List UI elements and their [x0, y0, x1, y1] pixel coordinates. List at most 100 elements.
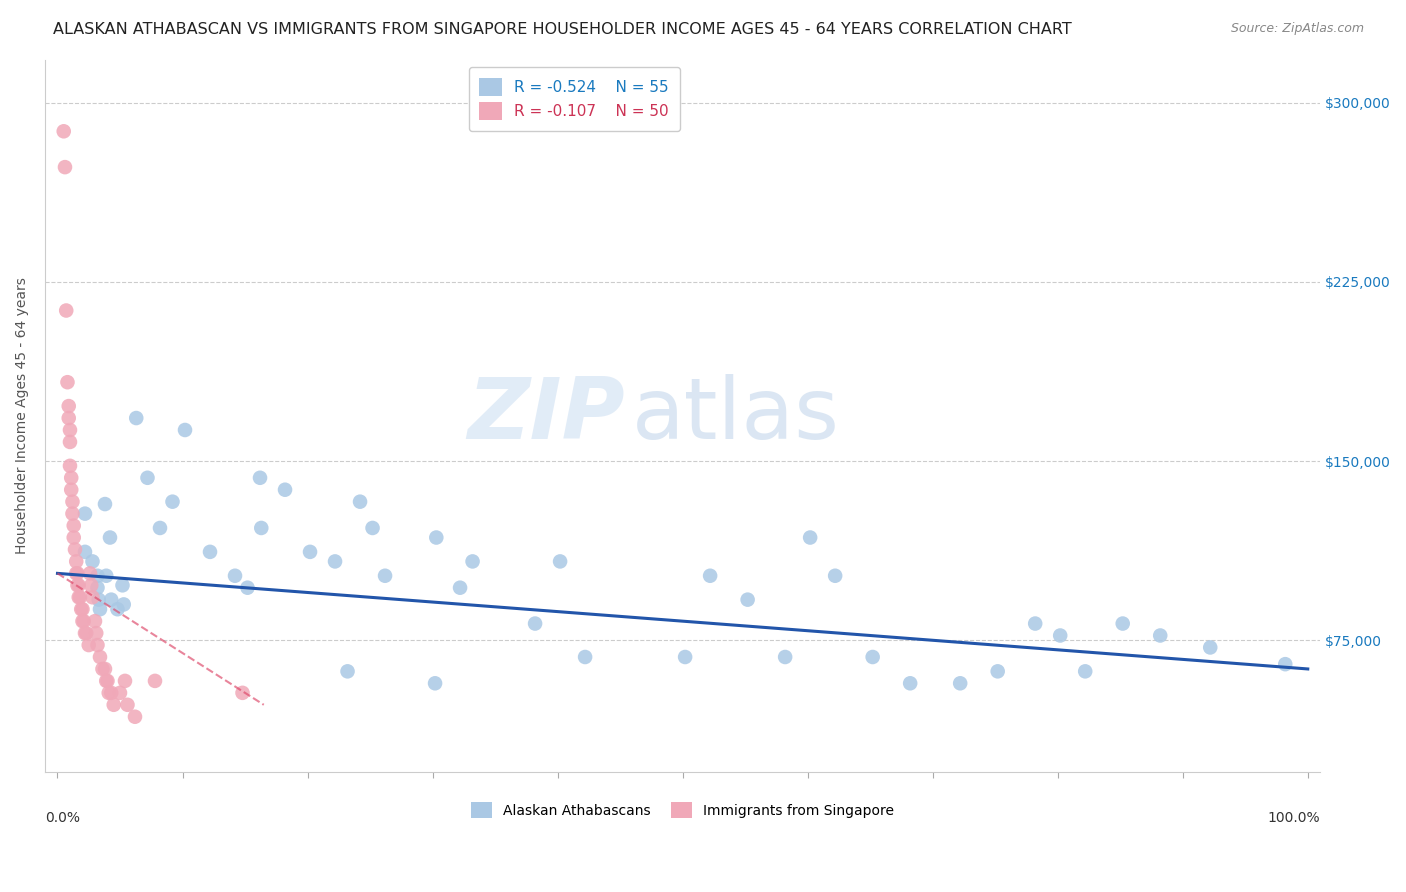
- Text: atlas: atlas: [631, 374, 839, 458]
- Point: [84, 614, 107, 628]
- Point: [80, 578, 103, 592]
- Point: [86, 581, 108, 595]
- Point: [86, 568, 108, 582]
- Point: [96, 568, 118, 582]
- Point: [349, 494, 371, 508]
- Point: [55, 303, 77, 318]
- Point: [72, 602, 94, 616]
- Point: [100, 592, 122, 607]
- Point: [62, 518, 84, 533]
- Point: [62, 507, 84, 521]
- Point: [91, 662, 114, 676]
- Point: [361, 521, 384, 535]
- Point: [236, 581, 259, 595]
- Point: [125, 411, 148, 425]
- Point: [1149, 628, 1171, 642]
- Text: 0.0%: 0.0%: [45, 811, 80, 825]
- Legend: Alaskan Athabascans, Immigrants from Singapore: Alaskan Athabascans, Immigrants from Sin…: [464, 796, 901, 825]
- Text: ALASKAN ATHABASCAN VS IMMIGRANTS FROM SINGAPORE HOUSEHOLDER INCOME AGES 45 - 64 : ALASKAN ATHABASCAN VS IMMIGRANTS FROM SI…: [53, 22, 1073, 37]
- Point: [97, 686, 120, 700]
- Point: [224, 568, 246, 582]
- Point: [1074, 665, 1097, 679]
- Point: [82, 591, 104, 605]
- Point: [73, 545, 96, 559]
- Point: [799, 531, 821, 545]
- Point: [1274, 657, 1296, 672]
- Point: [1024, 616, 1046, 631]
- Point: [323, 554, 346, 568]
- Point: [100, 686, 122, 700]
- Y-axis label: Householder Income Ages 45 - 64 years: Householder Income Ages 45 - 64 years: [15, 277, 30, 554]
- Point: [336, 665, 359, 679]
- Point: [58, 399, 80, 413]
- Point: [773, 650, 796, 665]
- Point: [84, 626, 107, 640]
- Point: [72, 614, 94, 628]
- Point: [136, 471, 159, 485]
- Point: [53, 160, 76, 174]
- Point: [52, 124, 75, 138]
- Point: [117, 698, 139, 712]
- Point: [231, 686, 253, 700]
- Point: [58, 411, 80, 425]
- Point: [62, 531, 84, 545]
- Point: [1199, 640, 1222, 655]
- Point: [79, 566, 101, 581]
- Point: [898, 676, 921, 690]
- Point: [274, 483, 297, 497]
- Text: ZIP: ZIP: [468, 374, 626, 458]
- Point: [461, 554, 484, 568]
- Point: [374, 568, 396, 582]
- Point: [65, 566, 87, 581]
- Text: Source: ZipAtlas.com: Source: ZipAtlas.com: [1230, 22, 1364, 36]
- Point: [112, 598, 135, 612]
- Point: [69, 591, 91, 605]
- Point: [60, 483, 83, 497]
- Point: [75, 626, 97, 640]
- Point: [1112, 616, 1135, 631]
- Point: [94, 662, 117, 676]
- Point: [96, 673, 118, 688]
- Point: [249, 471, 271, 485]
- Point: [737, 592, 759, 607]
- Point: [162, 494, 184, 508]
- Point: [77, 638, 100, 652]
- Point: [299, 545, 322, 559]
- Point: [673, 650, 696, 665]
- Point: [82, 554, 104, 568]
- Point: [949, 676, 972, 690]
- Point: [699, 568, 721, 582]
- Point: [89, 650, 111, 665]
- Point: [108, 686, 131, 700]
- Point: [59, 458, 82, 473]
- Point: [63, 542, 86, 557]
- Point: [103, 698, 125, 712]
- Point: [59, 434, 82, 449]
- Point: [524, 616, 547, 631]
- Point: [94, 497, 117, 511]
- Point: [65, 554, 87, 568]
- Point: [824, 568, 846, 582]
- Point: [425, 531, 447, 545]
- Point: [1049, 628, 1071, 642]
- Point: [56, 375, 79, 389]
- Text: 100.0%: 100.0%: [1268, 811, 1320, 825]
- Point: [98, 531, 121, 545]
- Point: [250, 521, 273, 535]
- Point: [124, 710, 146, 724]
- Point: [96, 673, 118, 688]
- Point: [111, 578, 134, 592]
- Point: [60, 471, 83, 485]
- Point: [548, 554, 571, 568]
- Point: [423, 676, 446, 690]
- Point: [149, 521, 172, 535]
- Point: [862, 650, 884, 665]
- Point: [574, 650, 596, 665]
- Point: [70, 602, 93, 616]
- Point: [66, 566, 89, 581]
- Point: [114, 673, 136, 688]
- Point: [73, 626, 96, 640]
- Point: [67, 591, 90, 605]
- Point: [449, 581, 471, 595]
- Point: [62, 494, 84, 508]
